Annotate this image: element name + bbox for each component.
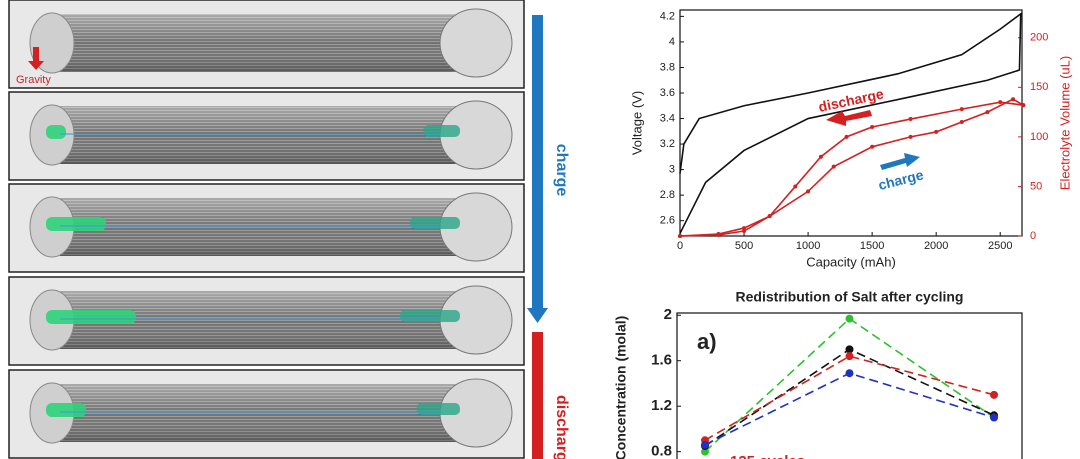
y-tick-label: 3.4: [660, 112, 675, 124]
y-tick-label: 3.6: [660, 87, 675, 99]
electrolyte: [46, 217, 106, 231]
series-marker: [742, 226, 747, 231]
series-marker: [959, 107, 964, 112]
x-tick-label: 2500: [988, 240, 1012, 252]
y-tick-label: 3: [669, 164, 675, 176]
series-marker: [831, 164, 836, 169]
series-marker: [716, 233, 721, 238]
series-marker: [908, 134, 913, 139]
series-line: [704, 348, 995, 447]
series-marker: [678, 234, 682, 238]
gravity-label: Gravity: [16, 74, 51, 86]
series-marker: [990, 390, 998, 399]
series-marker: [870, 144, 875, 149]
annotation: 135 cycles: [730, 453, 805, 459]
cell-shade: [60, 198, 460, 256]
annotation: discharge: [817, 85, 885, 114]
x-axis-label: Capacity (mAh): [806, 254, 896, 269]
series-line: [679, 101, 1024, 237]
series-marker: [767, 214, 772, 219]
series-marker: [998, 100, 1003, 105]
series-marker: [845, 369, 854, 378]
discharge-arrow: [826, 110, 872, 126]
series-marker: [793, 184, 798, 189]
discharge-label: discharge: [553, 395, 570, 459]
y2-tick-label: 200: [1030, 32, 1048, 44]
x-tick-label: 1000: [796, 240, 820, 252]
cell-cap: [29, 12, 75, 74]
x-tick-label: 1500: [860, 240, 884, 252]
series-line: [679, 12, 1022, 234]
x-tick-label: 500: [735, 240, 753, 252]
cell-cap: [439, 8, 513, 78]
cell-shade: [60, 106, 460, 164]
series-marker: [818, 154, 823, 159]
y-tick-label: 2.6: [660, 215, 675, 227]
y2-tick-label: 50: [1030, 180, 1042, 192]
y-tick-label: 3.2: [660, 138, 675, 150]
y2-tick-label: 0: [1030, 230, 1036, 242]
electrolyte: [46, 403, 86, 417]
y-tick-label: 4: [669, 36, 675, 48]
y2-tick-label: 150: [1030, 81, 1048, 93]
charge-arrow: [532, 15, 543, 310]
series-marker: [1021, 103, 1026, 108]
series-marker: [701, 440, 709, 449]
y-tick-label: 0.8: [651, 443, 672, 459]
y-axis-label: Concentration (molal): [613, 316, 629, 459]
series-marker: [990, 413, 998, 422]
cell-shade: [60, 384, 460, 442]
x-tick-label: 2000: [924, 240, 948, 252]
cell-images: [8, 0, 525, 459]
series-marker: [845, 352, 854, 361]
series-marker: [844, 134, 849, 139]
y-tick-label: 2.8: [660, 189, 675, 201]
charge-arrow: [880, 153, 920, 170]
series-marker: [870, 124, 875, 129]
electrolyte: [400, 310, 460, 322]
y-tick-label: 1.2: [651, 397, 672, 414]
electrolyte: [410, 217, 460, 229]
electrolyte: [423, 125, 460, 137]
series-marker: [959, 120, 964, 125]
y-tick-label: 2: [664, 306, 672, 323]
series-marker: [701, 447, 709, 456]
x-tick-label: 0: [677, 240, 683, 252]
series-marker: [908, 117, 913, 122]
series-marker: [1011, 97, 1016, 102]
electrolyte: [416, 403, 460, 415]
electrolyte: [46, 310, 136, 324]
plot-frame: [679, 9, 1023, 237]
y-tick-label: 1.6: [651, 352, 672, 369]
chart-title: Redistribution of Salt after cycling: [736, 289, 964, 305]
charge-arrowhead: [527, 308, 548, 323]
y2-axis-label: Electrolyte Volume (uL): [1057, 56, 1072, 190]
gravity-arrow: [28, 47, 44, 70]
y-tick-label: 3.8: [660, 61, 675, 73]
series-line: [704, 355, 995, 441]
series-marker: [845, 314, 854, 323]
y2-tick-label: 100: [1030, 131, 1048, 143]
series-marker: [934, 129, 939, 134]
y-tick-label: 4.2: [660, 10, 675, 22]
series-marker: [985, 110, 990, 115]
series-marker: [806, 189, 811, 194]
series-marker: [742, 229, 747, 234]
annotation: charge: [877, 166, 926, 193]
y-axis-label: Voltage (V): [629, 91, 644, 155]
electrolyte: [46, 125, 66, 139]
charge-label: charge: [553, 144, 570, 197]
annotation: a): [697, 329, 717, 354]
discharge-bar: [532, 332, 543, 459]
cell-shade: [60, 14, 460, 72]
series-marker: [845, 345, 854, 354]
plot-frame: [676, 312, 1023, 459]
series-line: [704, 317, 995, 453]
